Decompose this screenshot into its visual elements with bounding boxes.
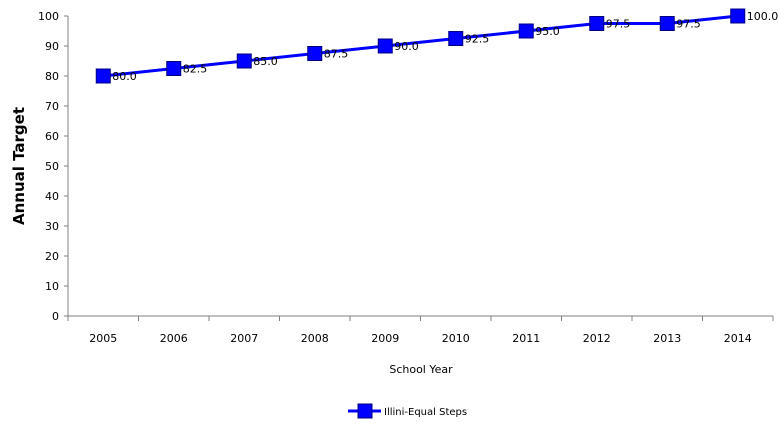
x-tick-label: 2005 [89,332,117,345]
data-point-marker [95,68,111,84]
data-label: 97.5 [606,18,631,31]
x-axis-ticks: 2005 2006 2007 2008 2009 2010 2011 2012 2013 2014 [67,316,774,345]
data-label: 87.5 [324,48,349,61]
data-label: 100.0 [747,10,779,23]
y-tick-label: 40 [45,190,59,203]
data-label: 92.5 [465,33,490,46]
y-tick-label: 80 [45,70,59,83]
y-tick-label: 50 [45,160,59,173]
x-axis-title: School Year [389,363,453,376]
data-point-marker [659,16,675,31]
data-label: 80.0 [112,70,137,83]
x-tick-label: 2012 [583,332,611,345]
y-tick-label: 70 [45,100,59,113]
y-tick-label: 0 [52,310,59,323]
y-tick-label: 10 [45,280,59,293]
data-point-marker [377,38,393,54]
x-tick-label: 2011 [512,332,540,345]
x-tick-label: 2007 [230,332,258,345]
data-point-marker [518,23,534,39]
data-point-marker [307,46,323,61]
series-layer: 80.0 82.5 85.0 87.5 90.0 92.5 95.0 97.5 97.5 100.… [95,8,779,84]
y-axis-ticks: 0 10 20 30 40 50 60 70 80 90 100 [38,10,68,323]
data-point-marker [589,16,605,31]
data-point-marker [730,8,746,24]
series-line [103,14,738,78]
x-tick-label: 2013 [653,332,681,345]
x-tick-label: 2014 [724,332,752,345]
data-label: 90.0 [394,40,419,53]
legend-label: Illini-Equal Steps [384,407,467,418]
legend-marker-swatch [357,403,373,419]
y-tick-label: 100 [38,10,59,23]
data-label: 97.5 [676,18,701,31]
data-label: 95.0 [535,25,560,38]
data-label: 82.5 [183,63,208,76]
legend: Illini-Equal Steps [348,403,467,419]
y-tick-label: 30 [45,220,59,233]
x-tick-label: 2009 [371,332,399,345]
data-point-marker [236,53,252,69]
y-tick-label: 60 [45,130,59,143]
data-point-marker [166,61,182,76]
data-point-marker [448,31,464,46]
x-tick-label: 2006 [160,332,188,345]
data-label: 85.0 [253,55,278,68]
y-tick-label: 20 [45,250,59,263]
x-tick-label: 2010 [442,332,470,345]
y-axis-title: Annual Target [10,107,28,225]
y-tick-label: 90 [45,40,59,53]
x-tick-label: 2008 [301,332,329,345]
